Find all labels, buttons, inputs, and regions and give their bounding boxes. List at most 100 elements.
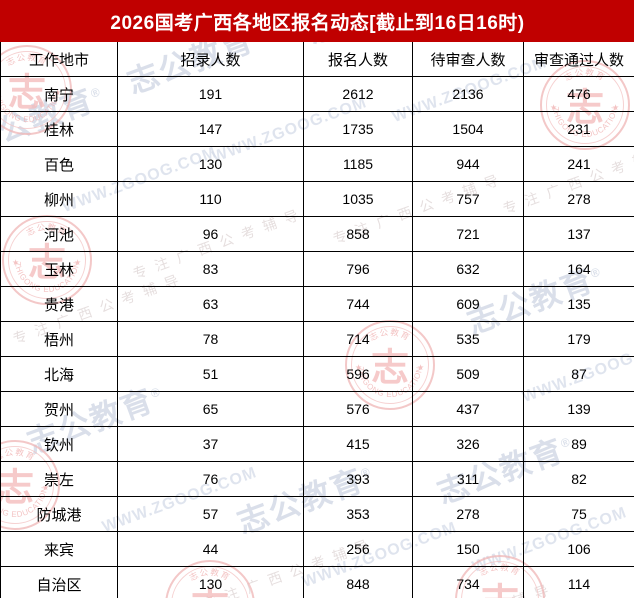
cell-pending: 944: [412, 146, 524, 182]
cell-applied: 1735: [303, 111, 413, 147]
cell-passed: 139: [522, 391, 634, 427]
cell-pending: 1504: [412, 111, 524, 147]
table-row: 百色 130 1185 944 241: [0, 146, 634, 182]
cell-recruit: 65: [117, 391, 304, 427]
cell-applied: 596: [303, 356, 413, 392]
cell-applied: 393: [303, 461, 413, 497]
cell-applied: 796: [303, 251, 413, 287]
cell-passed: 241: [522, 146, 634, 182]
cell-city: 玉林: [0, 251, 118, 287]
cell-city: 北海: [0, 356, 118, 392]
cell-applied: 848: [303, 566, 413, 598]
page-title: 2026国考广西各地区报名动态[截止到16日16时): [0, 0, 634, 42]
cell-recruit: 37: [117, 426, 304, 462]
table-row: 崇左 76 393 311 82: [0, 461, 634, 497]
cell-passed: 82: [522, 461, 634, 497]
cell-recruit: 83: [117, 251, 304, 287]
cell-recruit: 51: [117, 356, 304, 392]
cell-city: 来宾: [0, 531, 118, 567]
cell-pending: 734: [412, 566, 524, 598]
cell-city: 河池: [0, 216, 118, 252]
cell-recruit: 44: [117, 531, 304, 567]
table-row: 北海 51 596 509 87: [0, 356, 634, 392]
cell-city: 南宁: [0, 76, 118, 112]
cell-passed: 231: [522, 111, 634, 147]
cell-passed: 89: [522, 426, 634, 462]
column-header-passed-count: 审查通过人数: [522, 41, 634, 77]
cell-passed: 75: [522, 496, 634, 532]
cell-passed: 106: [522, 531, 634, 567]
cell-applied: 1185: [303, 146, 413, 182]
cell-recruit: 110: [117, 181, 304, 217]
cell-city: 钦州: [0, 426, 118, 462]
table-row: 南宁 191 2612 2136 476: [0, 76, 634, 112]
cell-city: 防城港: [0, 496, 118, 532]
table-row: 桂林 147 1735 1504 231: [0, 111, 634, 147]
cell-city: 贵港: [0, 286, 118, 322]
cell-passed: 164: [522, 251, 634, 287]
cell-recruit: 96: [117, 216, 304, 252]
cell-applied: 415: [303, 426, 413, 462]
column-header-city: 工作地市: [0, 41, 118, 77]
table-row: 防城港 57 353 278 75: [0, 496, 634, 532]
title-row: 2026国考广西各地区报名动态[截止到16日16时): [0, 0, 634, 42]
cell-passed: 135: [522, 286, 634, 322]
cell-recruit: 147: [117, 111, 304, 147]
cell-applied: 1035: [303, 181, 413, 217]
table-row: 贺州 65 576 437 139: [0, 391, 634, 427]
cell-applied: 256: [303, 531, 413, 567]
cell-pending: 757: [412, 181, 524, 217]
cell-pending: 311: [412, 461, 524, 497]
cell-passed: 87: [522, 356, 634, 392]
cell-applied: 576: [303, 391, 413, 427]
cell-passed: 476: [522, 76, 634, 112]
table-row: 柳州 110 1035 757 278: [0, 181, 634, 217]
cell-city: 百色: [0, 146, 118, 182]
cell-pending: 632: [412, 251, 524, 287]
column-header-pending-count: 待审查人数: [412, 41, 524, 77]
header-row: 工作地市 招录人数 报名人数 待审查人数 审查通过人数: [0, 41, 634, 77]
cell-pending: 509: [412, 356, 524, 392]
cell-passed: 278: [522, 181, 634, 217]
cell-city: 贺州: [0, 391, 118, 427]
cell-recruit: 78: [117, 321, 304, 357]
cell-pending: 721: [412, 216, 524, 252]
cell-recruit: 191: [117, 76, 304, 112]
cell-city: 梧州: [0, 321, 118, 357]
cell-pending: 437: [412, 391, 524, 427]
table-row: 贵港 63 744 609 135: [0, 286, 634, 322]
table-row: 玉林 83 796 632 164: [0, 251, 634, 287]
cell-city: 崇左: [0, 461, 118, 497]
cell-pending: 609: [412, 286, 524, 322]
cell-city: 自治区: [0, 566, 118, 598]
table-row: 河池 96 858 721 137: [0, 216, 634, 252]
table-row: 梧州 78 714 535 179: [0, 321, 634, 357]
cell-recruit: 130: [117, 566, 304, 598]
cell-recruit: 76: [117, 461, 304, 497]
cell-recruit: 63: [117, 286, 304, 322]
cell-applied: 714: [303, 321, 413, 357]
cell-recruit: 130: [117, 146, 304, 182]
column-header-recruit-count: 招录人数: [117, 41, 304, 77]
cell-passed: 114: [522, 566, 634, 598]
cell-applied: 2612: [303, 76, 413, 112]
cell-passed: 137: [522, 216, 634, 252]
cell-city: 柳州: [0, 181, 118, 217]
cell-passed: 179: [522, 321, 634, 357]
table-row: 自治区 130 848 734 114: [0, 566, 634, 598]
cell-pending: 535: [412, 321, 524, 357]
table-head: 2026国考广西各地区报名动态[截止到16日16时) 工作地市 招录人数 报名人…: [0, 0, 634, 77]
cell-pending: 278: [412, 496, 524, 532]
cell-city: 桂林: [0, 111, 118, 147]
cell-pending: 326: [412, 426, 524, 462]
cell-recruit: 57: [117, 496, 304, 532]
cell-applied: 858: [303, 216, 413, 252]
table-body: 南宁 191 2612 2136 476 桂林 147 1735 1504 231 百色 130 118…: [0, 76, 634, 598]
table-row: 来宾 44 256 150 106: [0, 531, 634, 567]
cell-applied: 744: [303, 286, 413, 322]
table-row: 钦州 37 415 326 89: [0, 426, 634, 462]
cell-pending: 150: [412, 531, 524, 567]
